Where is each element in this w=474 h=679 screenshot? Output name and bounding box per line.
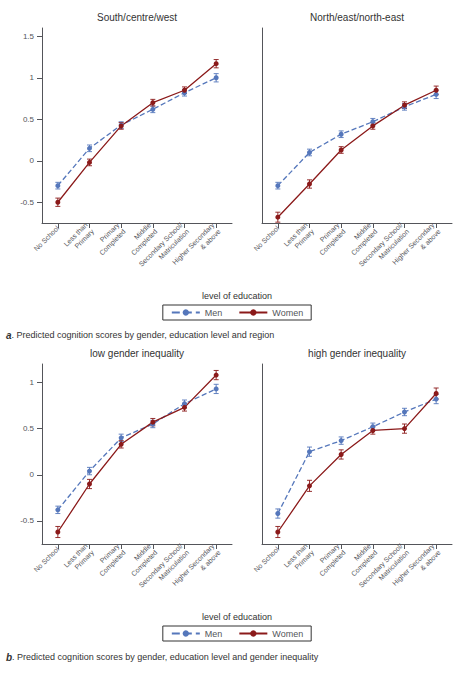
- svg-text:Primary: Primary: [73, 227, 96, 250]
- svg-text:Primary: Primary: [318, 221, 341, 244]
- svg-text:0.5: 0.5: [23, 424, 35, 433]
- svg-text:low gender inequality: low gender inequality: [90, 348, 184, 359]
- svg-text:Completed: Completed: [129, 227, 159, 257]
- svg-text:Matriculation: Matriculation: [377, 548, 411, 582]
- svg-text:Primary: Primary: [318, 542, 341, 565]
- svg-text:1: 1: [30, 73, 35, 82]
- svg-text:Less than: Less than: [282, 221, 309, 248]
- svg-text:0: 0: [30, 470, 35, 479]
- svg-text:No School: No School: [253, 545, 281, 573]
- svg-text:North/east/north-east: North/east/north-east: [310, 12, 404, 23]
- svg-text:level of education: level of education: [202, 612, 272, 622]
- svg-text:Higher Secondary: Higher Secondary: [171, 221, 216, 266]
- svg-text:No School: No School: [33, 545, 61, 573]
- svg-text:Completed: Completed: [98, 228, 128, 258]
- svg-text:Less than: Less than: [282, 542, 309, 569]
- svg-text:Completed: Completed: [98, 549, 128, 579]
- svg-text:0.5: 0.5: [23, 115, 35, 124]
- svg-text:No School: No School: [253, 224, 281, 252]
- svg-text:high gender inequality: high gender inequality: [308, 348, 406, 359]
- svg-text:Completed: Completed: [318, 549, 348, 579]
- svg-text:& above: & above: [199, 549, 222, 572]
- svg-text:Men: Men: [205, 308, 223, 318]
- svg-text:Primary: Primary: [73, 548, 96, 571]
- svg-text:Women: Women: [272, 308, 303, 318]
- svg-text:Middle: Middle: [352, 542, 373, 562]
- svg-text:& above: & above: [199, 228, 222, 251]
- svg-text:-0.5: -0.5: [20, 516, 34, 525]
- svg-text:Completed: Completed: [349, 548, 379, 578]
- svg-text:a: a: [6, 329, 12, 341]
- svg-text:Higher Secondary: Higher Secondary: [171, 542, 216, 587]
- svg-text:-0.5: -0.5: [20, 198, 34, 207]
- svg-text:Matriculation: Matriculation: [157, 548, 191, 582]
- svg-text:South/centre/west: South/centre/west: [97, 12, 177, 23]
- svg-text:Secondary School/: Secondary School/: [137, 542, 184, 589]
- svg-text:Middle: Middle: [132, 221, 153, 241]
- svg-text:Less than: Less than: [62, 542, 89, 569]
- svg-text:Secondary School/: Secondary School/: [357, 221, 404, 268]
- svg-text:Higher Secondary: Higher Secondary: [391, 221, 436, 266]
- svg-text:b: b: [6, 651, 13, 663]
- svg-text:. Predicted cognition scores b: . Predicted cognition scores by gender, …: [12, 652, 319, 662]
- svg-text:Secondary School/: Secondary School/: [357, 542, 404, 589]
- svg-text:Women: Women: [272, 629, 303, 639]
- svg-text:Secondary School/: Secondary School/: [137, 221, 184, 268]
- svg-text:Matriculation: Matriculation: [377, 227, 411, 261]
- svg-text:& above: & above: [419, 228, 442, 251]
- svg-text:& above: & above: [419, 549, 442, 572]
- svg-text:Matriculation: Matriculation: [157, 227, 191, 261]
- svg-text:1: 1: [30, 378, 35, 387]
- svg-text:Completed: Completed: [129, 548, 159, 578]
- svg-text:Middle: Middle: [132, 542, 153, 562]
- svg-text:1.5: 1.5: [23, 32, 35, 41]
- svg-text:Less than: Less than: [62, 221, 89, 248]
- svg-text:Primary: Primary: [293, 227, 316, 250]
- svg-text:Completed: Completed: [318, 228, 348, 258]
- svg-text:Primary: Primary: [98, 221, 121, 244]
- svg-text:Middle: Middle: [352, 221, 373, 241]
- svg-text:0: 0: [30, 156, 35, 165]
- svg-text:level of education: level of education: [202, 291, 272, 301]
- svg-text:No School: No School: [33, 224, 61, 252]
- svg-text:Completed: Completed: [349, 227, 379, 257]
- svg-text:Primary: Primary: [293, 548, 316, 571]
- svg-text:Men: Men: [205, 629, 223, 639]
- svg-text:Higher Secondary: Higher Secondary: [391, 542, 436, 587]
- svg-text:Primary: Primary: [98, 542, 121, 565]
- svg-text:. Predicted cognition scores b: . Predicted cognition scores by gender, …: [12, 330, 275, 340]
